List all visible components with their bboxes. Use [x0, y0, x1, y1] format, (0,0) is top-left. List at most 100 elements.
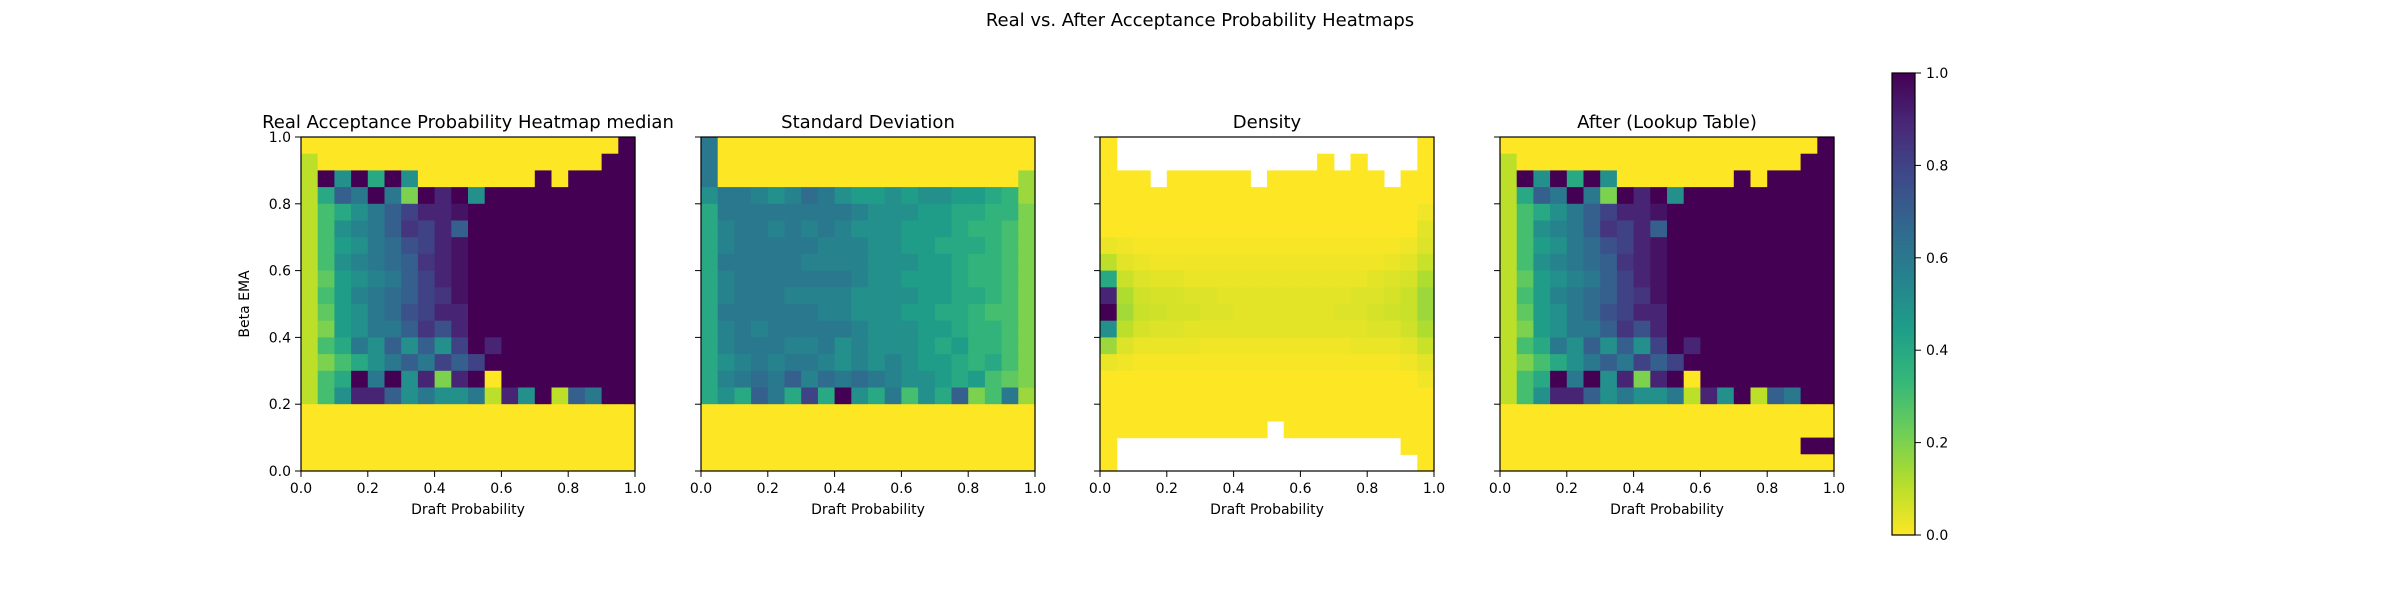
heatmap-cell — [1516, 253, 1534, 272]
heatmap-cell — [1550, 420, 1568, 439]
heatmap-cell — [851, 304, 869, 322]
heatmap-cell — [717, 237, 735, 255]
heatmap-cell — [1500, 237, 1518, 255]
heatmap-cell — [901, 237, 919, 255]
heatmap-cell — [1166, 203, 1185, 222]
heatmap-cell — [1800, 137, 1818, 155]
x-tick-label: 1.0 — [1823, 481, 1845, 497]
heatmap-cell — [934, 404, 953, 422]
heatmap-cell — [501, 320, 519, 338]
heatmap-cell — [1417, 320, 1435, 338]
heatmap-cell — [518, 304, 536, 322]
heatmap-cell — [1533, 237, 1551, 255]
heatmap-cell — [1133, 287, 1151, 305]
heatmap-cell — [1018, 454, 1036, 472]
heatmap-cell — [1550, 304, 1568, 322]
heatmap-cell — [1267, 404, 1285, 422]
heatmap-cell — [1283, 187, 1301, 205]
heatmap-cell — [484, 420, 502, 439]
heatmap-cell — [717, 320, 735, 338]
heatmap-cell — [484, 287, 502, 305]
heatmap-cell — [1733, 354, 1752, 372]
heatmap-cell — [1216, 203, 1235, 222]
heatmap-cell — [384, 220, 402, 238]
heatmap-cell — [301, 187, 319, 205]
heatmap-cell — [884, 237, 902, 255]
heatmap-cell — [817, 287, 836, 305]
heatmap-cell — [1150, 253, 1168, 272]
heatmap-cell — [1717, 270, 1735, 288]
heatmap-cell — [1767, 153, 1785, 171]
heatmap-cell — [868, 187, 886, 205]
heatmap-cell — [317, 387, 335, 405]
heatmap-cell — [1600, 337, 1618, 355]
heatmap-cell — [1250, 337, 1268, 355]
heatmap-cell — [484, 153, 502, 171]
heatmap-cell — [817, 170, 836, 188]
heatmap-cell — [1667, 270, 1685, 288]
heatmap-cell — [584, 454, 603, 472]
heatmap-cell — [1200, 337, 1218, 355]
heatmap-cell — [934, 370, 953, 389]
heatmap-cell — [334, 370, 352, 389]
heatmap-cell — [851, 287, 869, 305]
heatmap-cell — [1566, 420, 1585, 439]
heatmap-cell — [1383, 270, 1402, 288]
heatmap-cell — [1683, 287, 1701, 305]
heatmap-cell — [1733, 304, 1752, 322]
heatmap-cell — [868, 220, 886, 238]
heatmap-cell — [384, 237, 402, 255]
heatmap-cell — [1783, 454, 1802, 472]
panel-title: After (Lookup Table) — [1577, 112, 1757, 133]
heatmap-cell — [367, 454, 386, 472]
heatmap-cell — [1018, 370, 1036, 389]
heatmap-cell — [951, 337, 969, 355]
heatmap-cell — [568, 354, 586, 372]
heatmap-cell — [1800, 354, 1818, 372]
heatmap-cell — [951, 287, 969, 305]
heatmap-cell — [584, 304, 603, 322]
heatmap-cell — [984, 320, 1003, 338]
heatmap-cell — [1500, 170, 1518, 188]
heatmap-cell — [1018, 170, 1036, 188]
heatmap-cell — [468, 387, 486, 405]
heatmap-cell — [1001, 404, 1019, 422]
heatmap-cell — [951, 153, 969, 171]
heatmap-cell — [734, 404, 752, 422]
heatmap-cell — [618, 270, 636, 288]
heatmap-cell — [984, 337, 1003, 355]
heatmap-cell — [801, 437, 819, 455]
heatmap-cell — [1600, 454, 1618, 472]
heatmap-cell — [1733, 420, 1752, 439]
heatmap-cell — [734, 287, 752, 305]
heatmap-cell — [1200, 170, 1218, 188]
heatmap-cell — [1550, 437, 1568, 455]
heatmap-cell — [1500, 253, 1518, 272]
heatmap-cell — [367, 220, 386, 238]
heatmap-cell — [1300, 203, 1318, 222]
heatmap-cell — [868, 337, 886, 355]
heatmap-cell — [317, 187, 335, 205]
heatmap-cell — [1367, 370, 1385, 389]
heatmap-cell — [1683, 454, 1701, 472]
heatmap-cell — [1750, 320, 1768, 338]
heatmap-cell — [1500, 420, 1518, 439]
heatmap-cell — [1616, 253, 1635, 272]
heatmap-cell — [1633, 187, 1651, 205]
heatmap-cell — [434, 320, 452, 338]
heatmap-cell — [334, 220, 352, 238]
heatmap-cell — [1200, 220, 1218, 238]
heatmap-cell — [1550, 237, 1568, 255]
heatmap-cell — [434, 220, 452, 238]
heatmap-cell — [868, 320, 886, 338]
axes-frame — [1099, 136, 1435, 472]
heatmap-cell — [434, 337, 452, 355]
heatmap-cell — [401, 187, 419, 205]
heatmap-cell — [1233, 237, 1251, 255]
heatmap-cell — [1583, 454, 1601, 472]
heatmap-cell — [767, 153, 786, 171]
heatmap-cell — [518, 253, 536, 272]
heatmap-cell — [1566, 454, 1585, 472]
heatmap-cell — [934, 420, 953, 439]
heatmap-cell — [1616, 203, 1635, 222]
